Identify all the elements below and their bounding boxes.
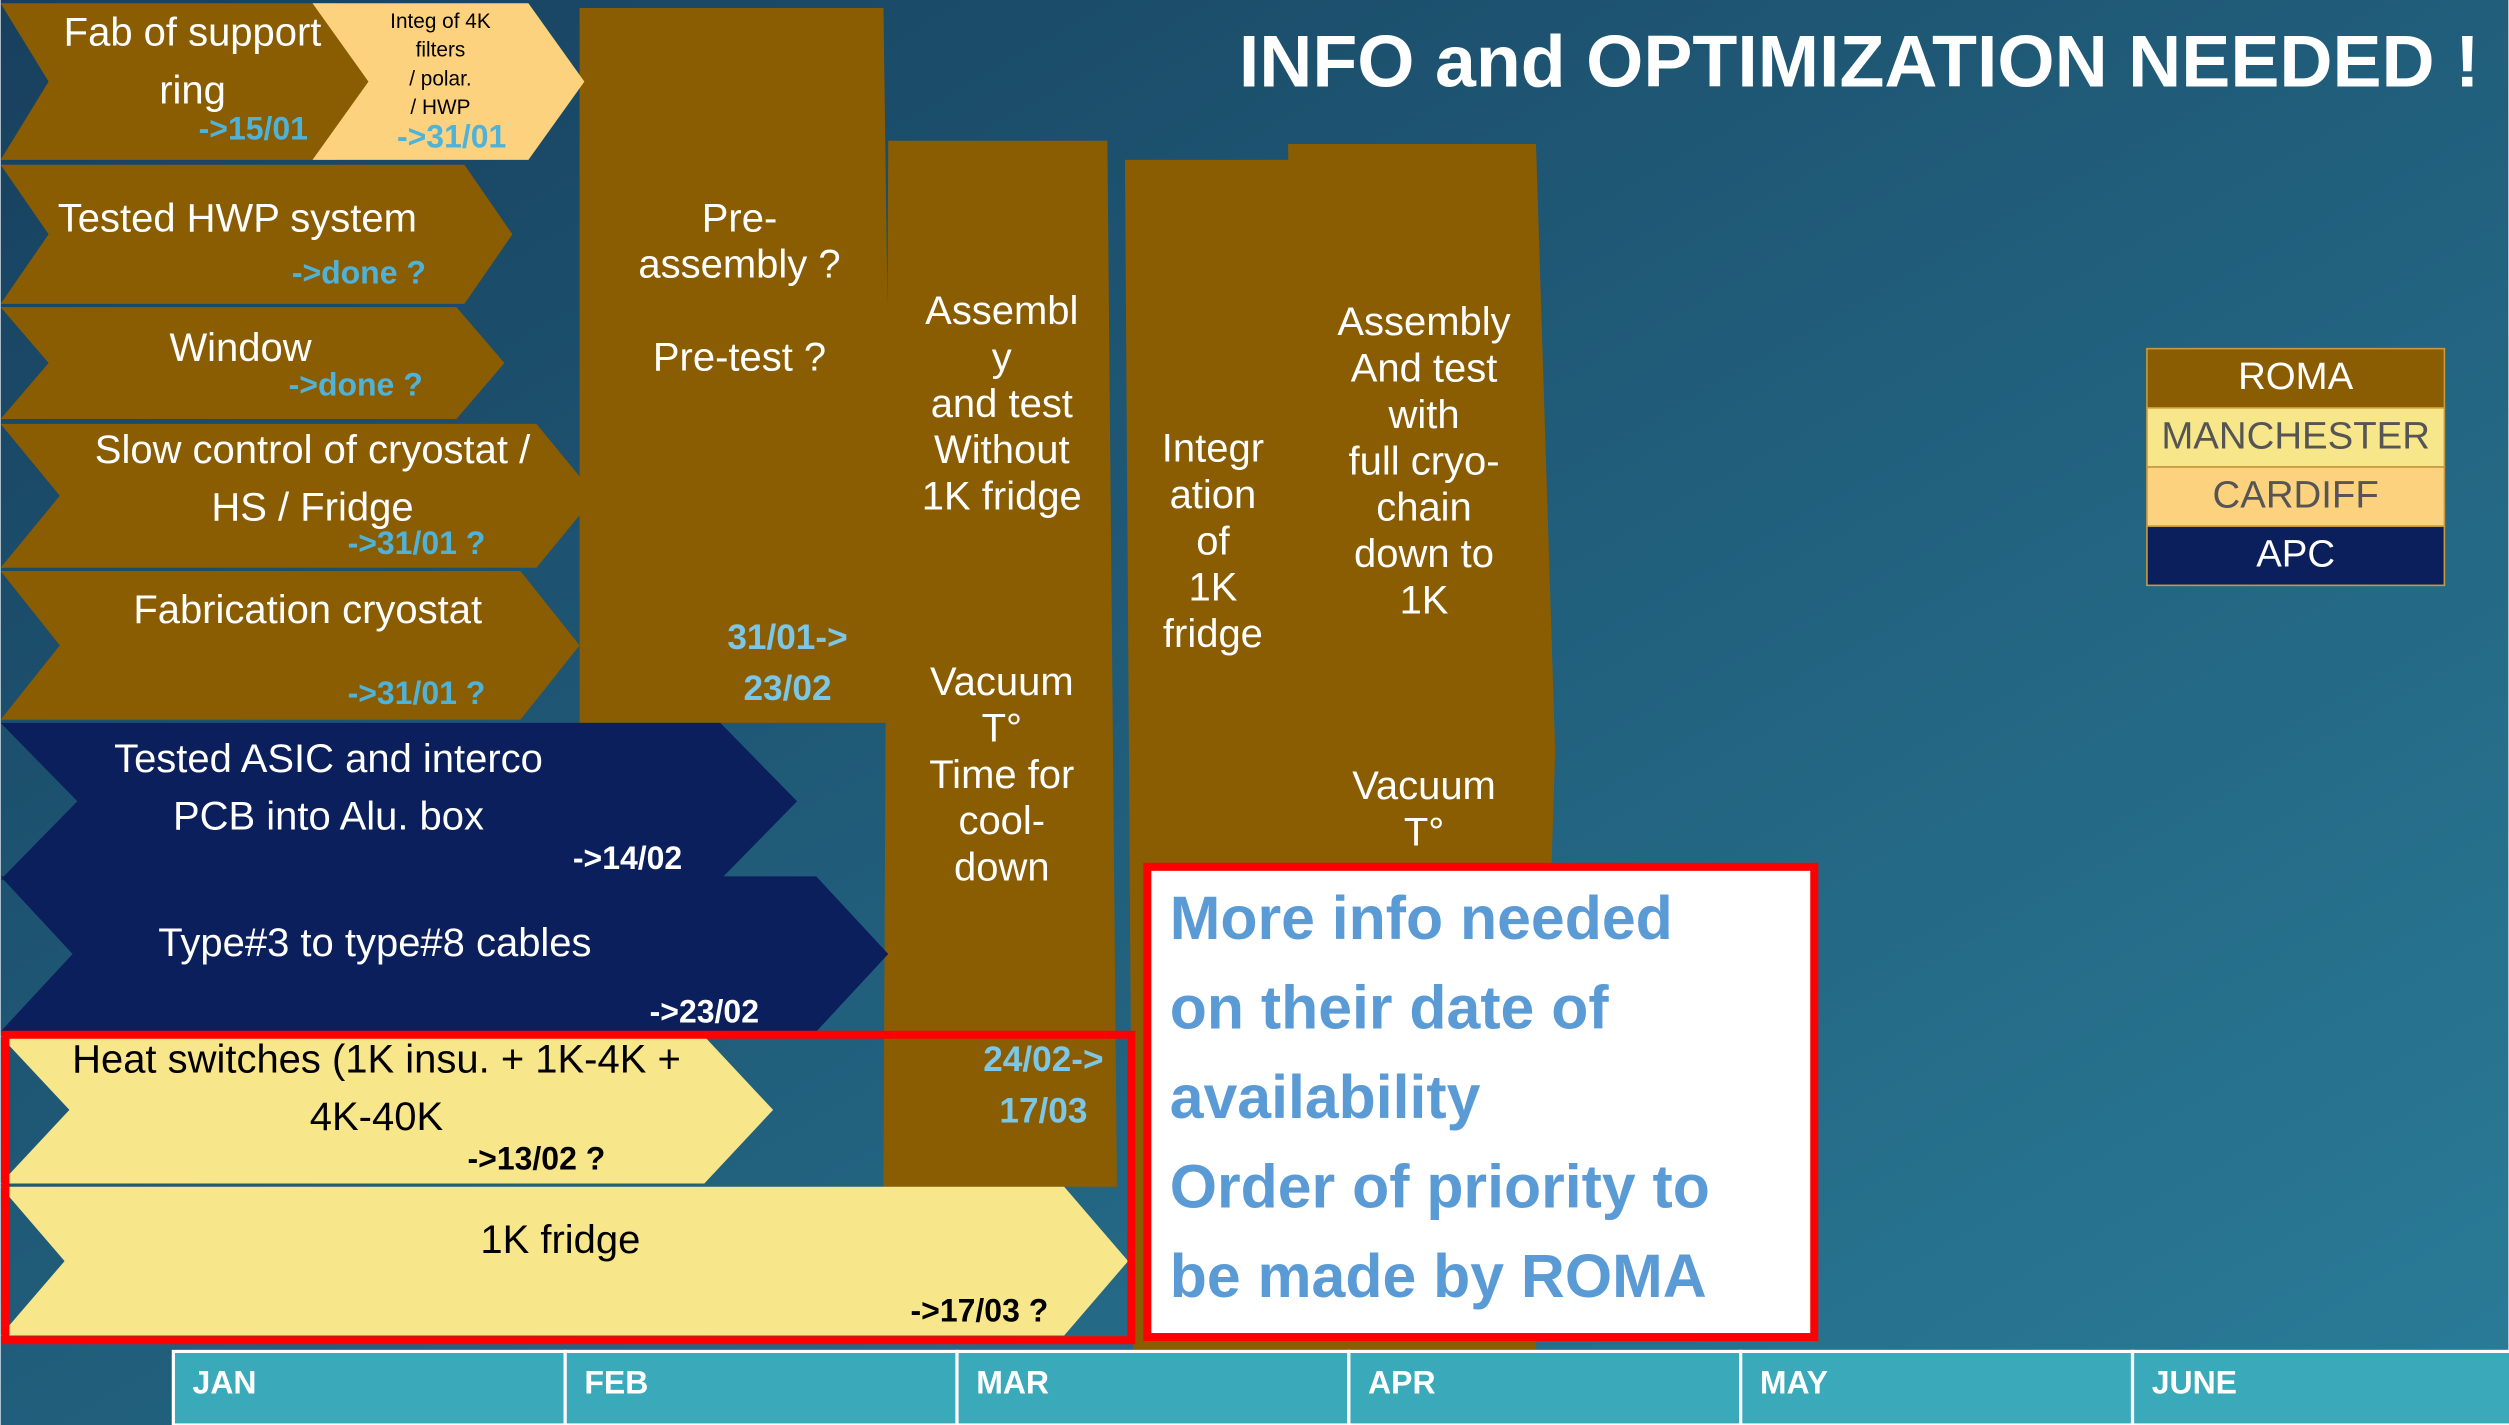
month-label: FEB bbox=[584, 1364, 648, 1400]
legend-label: MANCHESTER bbox=[2161, 414, 2430, 457]
phase-text: Vacuum bbox=[930, 660, 1074, 704]
task-label: ring bbox=[159, 68, 226, 112]
callout-text: on their date of bbox=[1170, 973, 1610, 1041]
phase-text: full cryo- bbox=[1349, 439, 1500, 483]
month-cell bbox=[563, 1349, 959, 1425]
task-chevron bbox=[0, 722, 798, 880]
phase-text: Integr bbox=[1162, 427, 1264, 471]
task-label: Slow control of cryostat / bbox=[95, 428, 531, 472]
phase-text: fridge bbox=[1163, 612, 1263, 656]
phase-text: cool- bbox=[958, 799, 1045, 843]
phase-box bbox=[579, 7, 894, 723]
legend-swatch bbox=[2146, 347, 2446, 409]
task-label: / polar. bbox=[409, 67, 471, 90]
phase-date: 24/02-> bbox=[983, 1040, 1103, 1079]
legend-label: APC bbox=[2256, 533, 2335, 576]
task-label: 1K fridge bbox=[480, 1218, 640, 1262]
task-chevron bbox=[0, 164, 513, 304]
task-date: ->17/03 ? bbox=[911, 1293, 1049, 1329]
phase-text: down bbox=[954, 846, 1050, 890]
task-chevron bbox=[0, 876, 889, 1032]
legend-label: ROMA bbox=[2238, 355, 2354, 398]
phase-box bbox=[883, 140, 1117, 1187]
legend-swatch bbox=[2146, 407, 2446, 468]
phase-text: down to bbox=[1354, 532, 1494, 576]
phase-text: T° bbox=[982, 706, 1022, 750]
task-label: / HWP bbox=[410, 96, 470, 119]
phase-date: 23/02 bbox=[743, 669, 831, 708]
phase-date: 31/01-> bbox=[727, 618, 847, 657]
task-label: Heat switches (1K insu. + 1K-4K + bbox=[72, 1038, 681, 1082]
phase-text: chain bbox=[1376, 486, 1472, 530]
task-chevron bbox=[0, 3, 385, 160]
callout-text: availability bbox=[1170, 1063, 1481, 1131]
task-label: PCB into Alu. box bbox=[173, 794, 484, 838]
phase-text: 1K fridge bbox=[922, 475, 1082, 519]
phase-text: Pre-test ? bbox=[653, 335, 826, 379]
task-date: ->done ? bbox=[292, 255, 426, 291]
task-chevron bbox=[0, 423, 596, 568]
month-label: MAR bbox=[976, 1364, 1049, 1400]
callout-text: be made by ROMA bbox=[1170, 1242, 1707, 1310]
phase-text: with bbox=[1387, 393, 1459, 437]
task-date: ->15/01 bbox=[199, 111, 308, 147]
phase-text: 1K bbox=[1400, 579, 1449, 623]
task-label: Window bbox=[169, 326, 311, 370]
phase-date: 17/03 bbox=[999, 1091, 1087, 1130]
task-chevron bbox=[0, 1036, 774, 1184]
month-label: MAY bbox=[1760, 1364, 1828, 1400]
legend-label: CARDIFF bbox=[2213, 474, 2379, 517]
month-cell bbox=[955, 1349, 1351, 1425]
phase-text: of bbox=[1196, 519, 1230, 563]
task-label: Tested HWP system bbox=[58, 196, 417, 240]
phase-text: assembly ? bbox=[638, 243, 840, 287]
task-date: ->31/01 bbox=[397, 119, 506, 155]
task-date: ->31/01 ? bbox=[348, 525, 486, 561]
phase-text: ation bbox=[1170, 473, 1257, 517]
phase-text: Assembl bbox=[925, 289, 1078, 333]
task-label: 4K-40K bbox=[310, 1095, 444, 1139]
phase-text: T° bbox=[1404, 810, 1444, 854]
task-chevron bbox=[0, 307, 505, 420]
phase-text: Without bbox=[934, 428, 1070, 472]
phase-text: Assembly bbox=[1337, 300, 1510, 344]
task-date: ->23/02 bbox=[650, 993, 759, 1029]
phase-text: y bbox=[992, 335, 1012, 379]
task-date: ->31/01 ? bbox=[348, 675, 486, 711]
slide-title: INFO and OPTIMIZATION NEEDED ! bbox=[1239, 20, 2480, 103]
phase-text: Time for bbox=[929, 753, 1074, 797]
task-date: ->13/02 ? bbox=[468, 1141, 606, 1177]
callout-text: Order of priority to bbox=[1170, 1153, 1710, 1221]
task-label: Fab of support bbox=[64, 11, 322, 55]
phase-text: Pre- bbox=[702, 196, 778, 240]
month-cell bbox=[171, 1349, 567, 1425]
phase-text: and test bbox=[931, 382, 1073, 426]
task-chevron bbox=[0, 570, 580, 720]
phase-text: 1K bbox=[1188, 566, 1237, 610]
task-label: Integ of 4K bbox=[390, 10, 491, 33]
task-label: Type#3 to type#8 cables bbox=[158, 921, 591, 965]
task-label: filters bbox=[416, 39, 466, 62]
month-label: JAN bbox=[193, 1364, 257, 1400]
task-label: Tested ASIC and interco bbox=[114, 737, 543, 781]
highlight-frame bbox=[1, 1030, 1136, 1345]
task-chevron bbox=[312, 3, 585, 160]
phase-text: And test bbox=[1351, 347, 1498, 391]
month-label: JUNE bbox=[2152, 1364, 2237, 1400]
legend-swatch bbox=[2146, 525, 2446, 587]
callout-box bbox=[1143, 862, 1819, 1342]
month-label: APR bbox=[1368, 1364, 1436, 1400]
task-label: HS / Fridge bbox=[211, 486, 413, 530]
task-date: ->14/02 bbox=[573, 840, 682, 876]
phase-text: Vacuum bbox=[1352, 764, 1496, 808]
task-date: ->done ? bbox=[289, 366, 423, 402]
task-label: Fabrication cryostat bbox=[133, 588, 482, 632]
callout-text: More info needed bbox=[1170, 884, 1673, 952]
month-cell bbox=[2130, 1349, 2509, 1425]
task-chevron bbox=[0, 1186, 1129, 1336]
